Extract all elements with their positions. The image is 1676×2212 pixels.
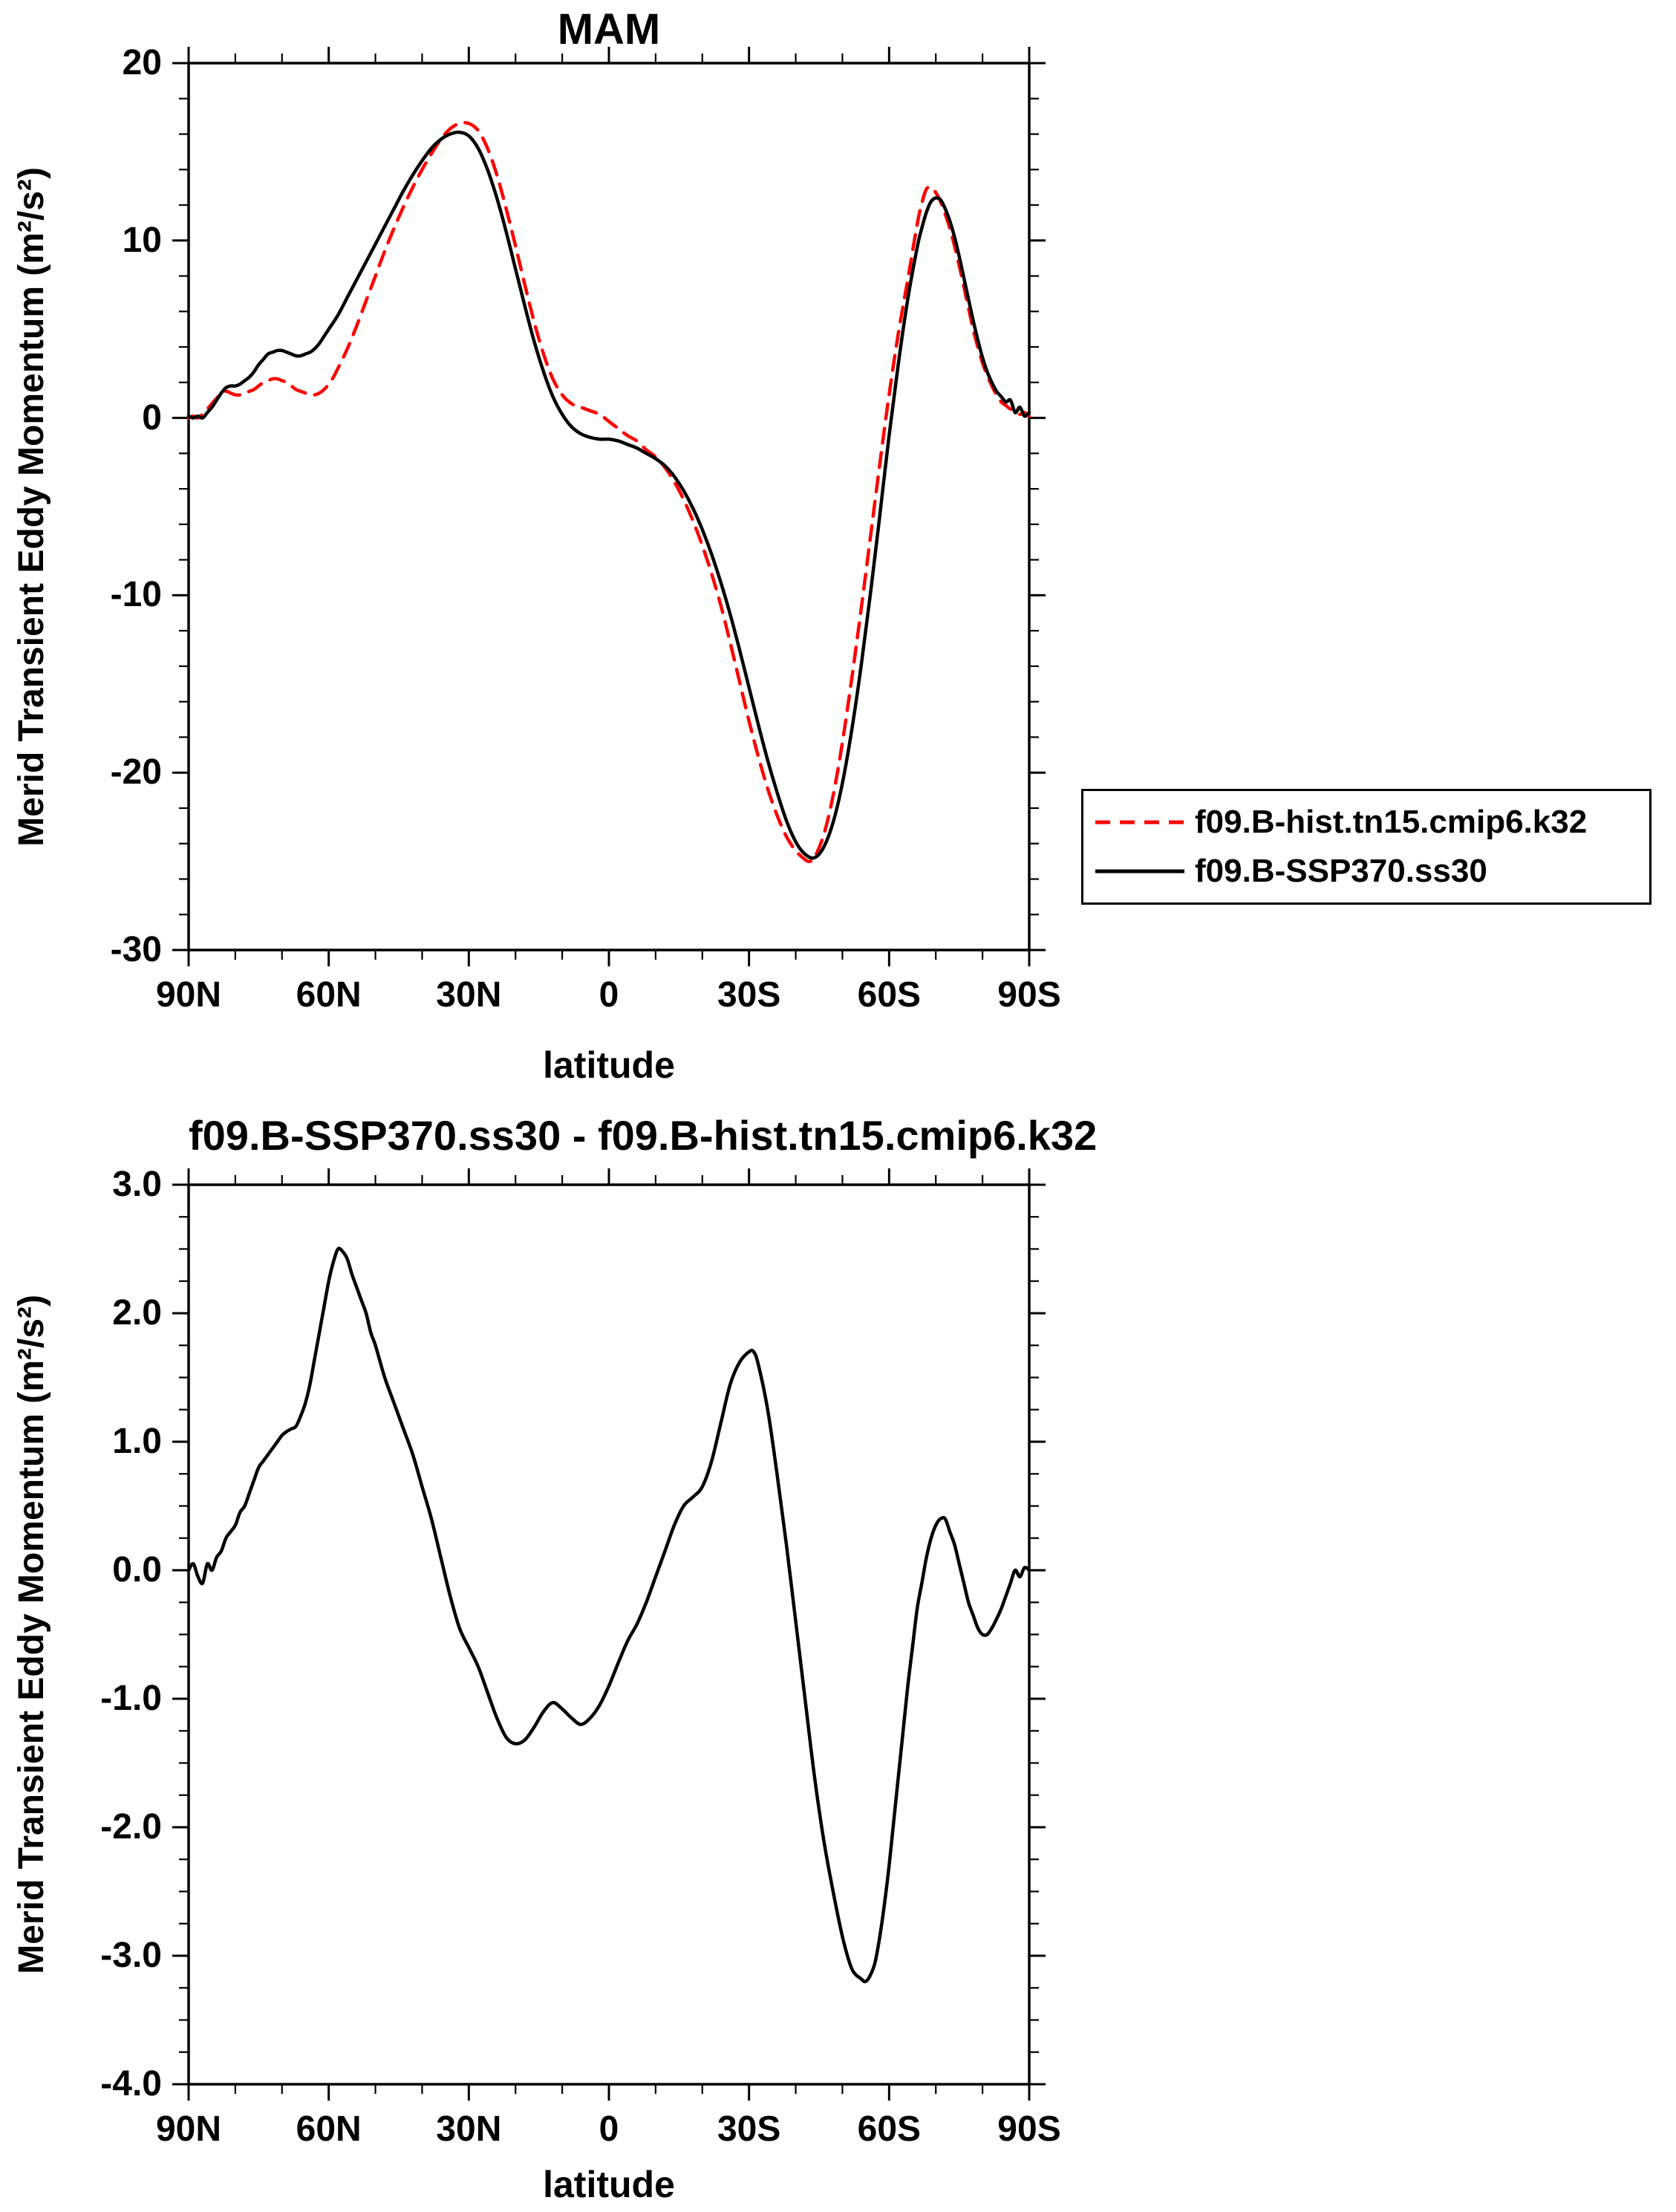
chart2-y-axis-label-text: Merid Transient Eddy Momentum (m²/s²) [11,1295,51,1974]
plot-frame [187,1183,1031,2086]
x-tick-label-0: 0 [599,975,619,1015]
y-tick-label--3.0: -3.0 [100,1936,162,1975]
legend-entry-hist: f09.B-hist.tn15.cmip6.k32 [1095,804,1649,841]
y-tick-label--2.0: -2.0 [100,1807,162,1847]
x-tick-label-90N: 90N [155,975,222,1015]
y-tick-label-0: 0 [142,397,162,437]
series-line-f09.B-hist.tn15.cmip6.k32 [186,120,1031,863]
chart1-y-axis-label-text: Merid Transient Eddy Momentum (m²/s²) [11,166,51,847]
y-tick-label--20: -20 [110,752,162,793]
y-tick-label-3.0: 3.0 [112,1165,162,1204]
x-tick-label-60S: 60S [857,975,922,1015]
x-tick-label-90N: 90N [155,2109,222,2149]
x-tick-label-30S: 30S [717,2109,781,2149]
series-line-difference [186,1246,1031,1984]
x-tick-label-60S: 60S [857,2109,922,2149]
y-tick-label--10: -10 [110,575,162,615]
chart2-title: f09.B-SSP370.ss30 - f09.B-hist.tn15.cmip… [189,1112,1098,1159]
chart1-y-axis-label: Merid Transient Eddy Momentum (m²/s²) [3,63,59,950]
chart-1-plot [172,47,1046,966]
y-tick-label--4.0: -4.0 [100,2064,162,2104]
legend: f09.B-hist.tn15.cmip6.k32 f09.B-SSP370.s… [1081,789,1651,905]
solid-black-line-sample-icon [1095,868,1184,875]
chart-2-plot [172,1168,1046,2101]
dashed-red-line-sample-icon [1095,819,1184,826]
y-tick-label-20: 20 [122,43,162,82]
x-tick-label-30N: 30N [436,975,502,1015]
x-tick-label-90S: 90S [997,2109,1061,2149]
chart2-x-axis-label: latitude [543,2164,675,2205]
legend-entry-ssp370: f09.B-SSP370.ss30 [1095,853,1649,890]
y-tick-label-2.0: 2.0 [112,1293,162,1333]
x-tick-label-30N: 30N [436,2109,502,2149]
legend-label-hist: f09.B-hist.tn15.cmip6.k32 [1195,803,1588,840]
legend-sample-svg [1095,820,1184,824]
y-tick-label-10: 10 [122,220,162,260]
x-tick-label-30S: 30S [717,975,781,1015]
legend-sample-svg [1095,869,1184,874]
chart1-title: MAM [557,5,661,53]
y-tick-label-0.0: 0.0 [112,1550,162,1590]
y-tick-label--1.0: -1.0 [100,1679,162,1718]
y-tick-label-1.0: 1.0 [112,1422,162,1461]
y-tick-label--30: -30 [110,930,162,969]
series-line-f09.B-SSP370.ss30 [186,130,1031,860]
x-tick-label-0: 0 [599,2109,619,2149]
plot-frame [187,62,1031,952]
chart1-x-axis-label: latitude [543,1044,675,1086]
chart2-y-axis-label: Merid Transient Eddy Momentum (m²/s²) [3,1185,59,2084]
x-tick-label-90S: 90S [997,975,1061,1015]
x-tick-label-60N: 60N [296,2109,362,2149]
legend-label-ssp370: f09.B-SSP370.ss30 [1195,853,1487,890]
x-tick-label-60N: 60N [296,975,362,1015]
